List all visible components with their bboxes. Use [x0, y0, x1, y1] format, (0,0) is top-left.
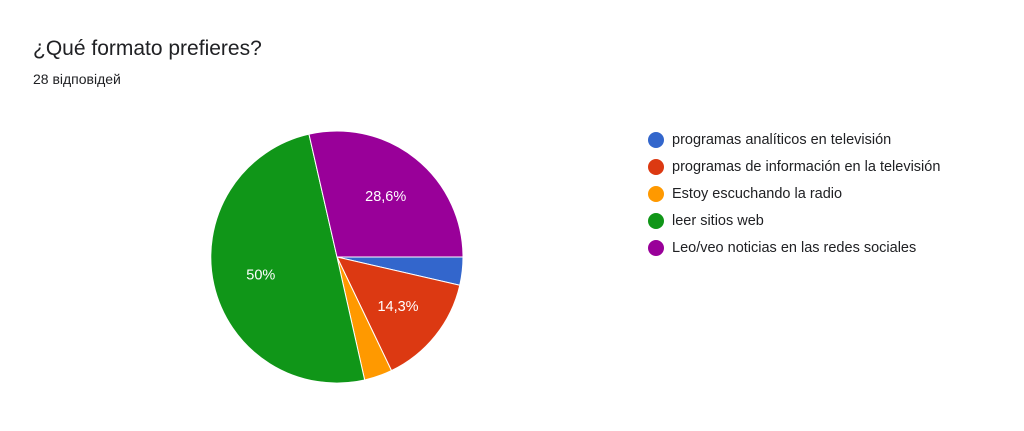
legend-label: Leo/veo noticias en las redes sociales	[672, 240, 917, 256]
pie-slice-5	[308, 130, 464, 258]
slice-label-2: 14,3%	[377, 299, 418, 315]
chart-title: ¿Qué formato prefieres?	[33, 37, 262, 60]
legend-swatch	[648, 159, 664, 175]
legend-item-3: Estoy escuchando la radio	[648, 184, 978, 205]
legend: programas analíticos en televisión progra…	[648, 130, 978, 265]
legend-item-1: programas analíticos en televisión	[648, 130, 978, 151]
legend-swatch	[648, 213, 664, 229]
legend-label: programas analíticos en televisión	[672, 132, 892, 148]
legend-label: leer sitios web	[672, 213, 764, 229]
legend-swatch	[648, 186, 664, 202]
legend-swatch	[648, 240, 664, 256]
response-count: 28 відповідей	[33, 71, 121, 87]
pie-slice-2	[336, 256, 461, 372]
legend-item-2: programas de información en la televisió…	[648, 157, 978, 178]
legend-label: Estoy escuchando la radio	[672, 186, 843, 202]
legend-item-4: leer sitios web	[648, 211, 978, 232]
slice-label-4: 50%	[246, 267, 275, 283]
legend-label: programas de información en la televisió…	[672, 159, 941, 175]
slice-label-5: 28,6%	[365, 189, 406, 205]
pie-slice-4	[210, 133, 366, 384]
legend-swatch	[648, 132, 664, 148]
legend-item-5: Leo/veo noticias en las redes sociales	[648, 238, 978, 259]
